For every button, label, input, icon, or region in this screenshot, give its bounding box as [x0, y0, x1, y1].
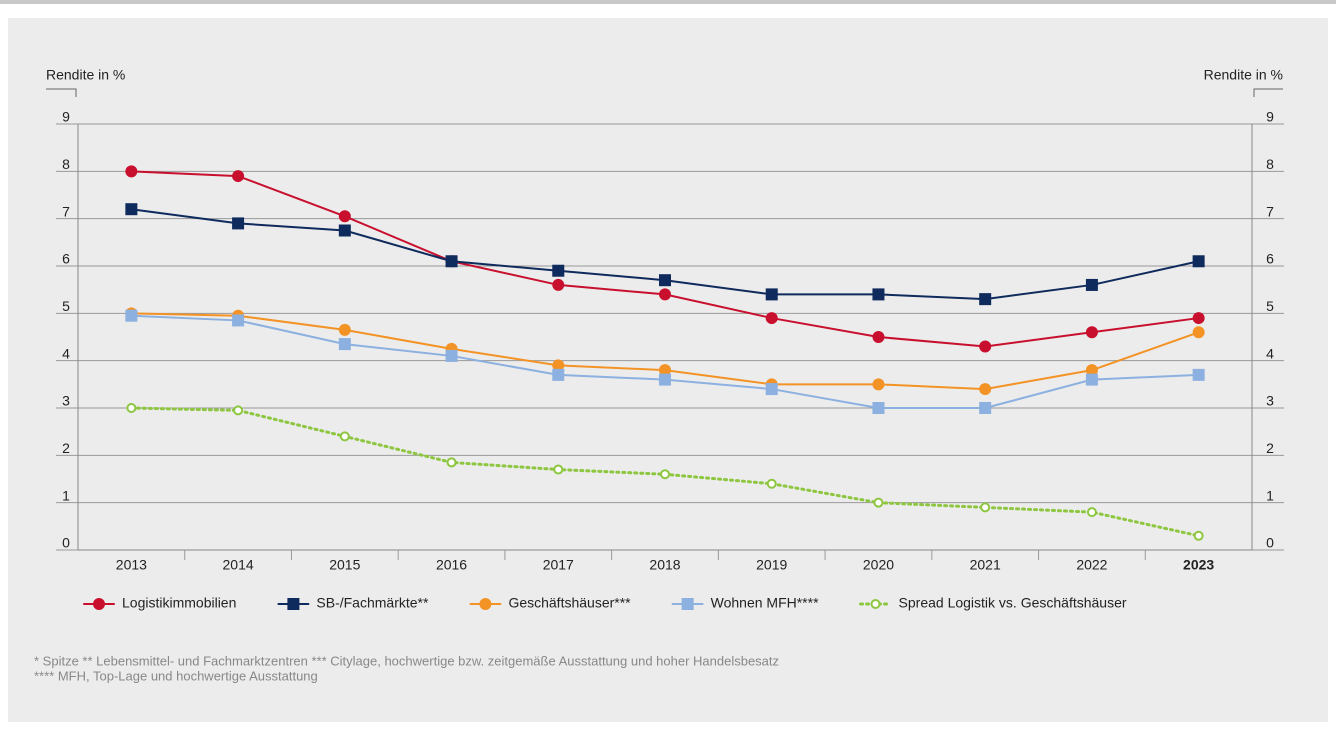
- data-point: [338, 224, 351, 237]
- data-point: [553, 464, 564, 475]
- y-tick-label: 9: [62, 109, 70, 125]
- data-point: [338, 210, 351, 223]
- y-tick-label: 4: [62, 345, 70, 361]
- y2-tick-label: 3: [1266, 393, 1274, 409]
- y-tick-label: 5: [62, 298, 70, 314]
- x-tick-label: 2023: [1183, 557, 1214, 573]
- data-point: [660, 469, 670, 480]
- data-point: [873, 497, 884, 508]
- y-tick-label: 1: [62, 487, 70, 503]
- y2-tick-label: 7: [1266, 203, 1274, 219]
- x-tick-label: 2022: [1076, 557, 1107, 573]
- data-point: [552, 359, 565, 372]
- data-point: [659, 274, 671, 287]
- y2-tick-label: 6: [1266, 251, 1274, 267]
- x-tick-label: 2020: [863, 557, 894, 573]
- data-point: [1193, 530, 1204, 541]
- legend-marker: [479, 598, 492, 610]
- data-point: [766, 478, 777, 489]
- y2-tick-label: 5: [1266, 298, 1274, 314]
- data-point: [872, 331, 885, 343]
- data-point: [1192, 312, 1205, 325]
- y2-label-bracket: [1253, 88, 1283, 97]
- y2-tick-label: 0: [1266, 535, 1274, 551]
- y2-axis-label: Rendite in %: [1204, 67, 1283, 83]
- data-point: [1085, 326, 1098, 339]
- y-label-bracket: [46, 88, 77, 97]
- legend-marker: [287, 598, 300, 610]
- legend-label: Spread Logistik vs. Geschäftshäuser: [899, 595, 1127, 611]
- legend-label: Geschäftshäuser***: [508, 595, 631, 611]
- y2-tick-label: 8: [1266, 156, 1274, 172]
- data-point: [980, 502, 991, 513]
- y-tick-label: 6: [62, 251, 70, 267]
- data-point: [1085, 278, 1098, 291]
- data-point: [338, 323, 351, 336]
- x-tick-label: 2013: [116, 557, 147, 573]
- y-tick-label: 8: [62, 156, 70, 172]
- data-point: [979, 402, 992, 414]
- data-point: [1192, 368, 1205, 381]
- data-point: [446, 457, 457, 468]
- data-point: [1085, 364, 1098, 377]
- x-tick-label: 2014: [223, 557, 254, 573]
- data-point: [232, 314, 245, 327]
- data-point: [445, 349, 458, 362]
- data-point: [979, 340, 992, 353]
- data-point: [338, 338, 351, 351]
- data-point: [552, 278, 565, 291]
- legend-label: Wohnen MFH****: [711, 595, 819, 611]
- x-tick-label: 2017: [543, 557, 574, 573]
- x-tick-label: 2015: [329, 557, 360, 573]
- y-tick-label: 3: [62, 393, 70, 409]
- legend-label: SB-/Fachmärkte**: [316, 595, 429, 611]
- data-point: [232, 170, 245, 183]
- data-point: [1192, 255, 1205, 268]
- top-bar: [0, 0, 1336, 4]
- y2-tick-label: 2: [1266, 440, 1274, 456]
- y-axis-label: Rendite in %: [46, 67, 125, 83]
- y-tick-label: 2: [62, 440, 70, 456]
- y2-tick-label: 1: [1266, 487, 1274, 503]
- data-point: [1085, 373, 1098, 386]
- data-point: [872, 402, 885, 414]
- x-tick-label: 2018: [649, 557, 680, 573]
- data-point: [872, 378, 885, 391]
- x-tick-label: 2021: [970, 557, 1001, 573]
- data-point: [1192, 326, 1205, 339]
- data-point: [872, 288, 885, 301]
- y-tick-label: 0: [62, 535, 70, 551]
- y2-tick-label: 4: [1266, 345, 1274, 361]
- data-point: [659, 373, 671, 386]
- data-point: [765, 288, 778, 301]
- data-point: [552, 368, 565, 381]
- data-point: [232, 217, 245, 230]
- data-point: [979, 293, 992, 306]
- data-point: [126, 403, 137, 413]
- data-point: [339, 431, 350, 442]
- data-point: [125, 203, 138, 216]
- x-tick-label: 2019: [756, 557, 787, 573]
- data-point: [659, 288, 671, 301]
- legend-marker: [681, 598, 694, 610]
- legend-label: Logistikimmobilien: [122, 595, 236, 611]
- data-point: [125, 309, 138, 322]
- x-tick-label: 2016: [436, 557, 467, 573]
- data-point: [979, 383, 992, 396]
- data-point: [552, 264, 565, 277]
- data-point: [765, 312, 778, 325]
- footnote: **** MFH, Top-Lage und hochwertige Ausst…: [34, 668, 318, 683]
- footnote: * Spitze ** Lebensmittel- und Fachmarktz…: [34, 653, 779, 668]
- data-point: [765, 383, 778, 396]
- data-point: [1086, 507, 1097, 518]
- y2-tick-label: 9: [1266, 109, 1274, 125]
- data-point: [233, 405, 244, 416]
- data-point: [125, 165, 138, 178]
- legend-marker: [93, 598, 105, 610]
- data-point: [659, 364, 671, 377]
- y-tick-label: 7: [62, 203, 70, 219]
- data-point: [445, 255, 458, 268]
- legend-marker: [870, 599, 881, 609]
